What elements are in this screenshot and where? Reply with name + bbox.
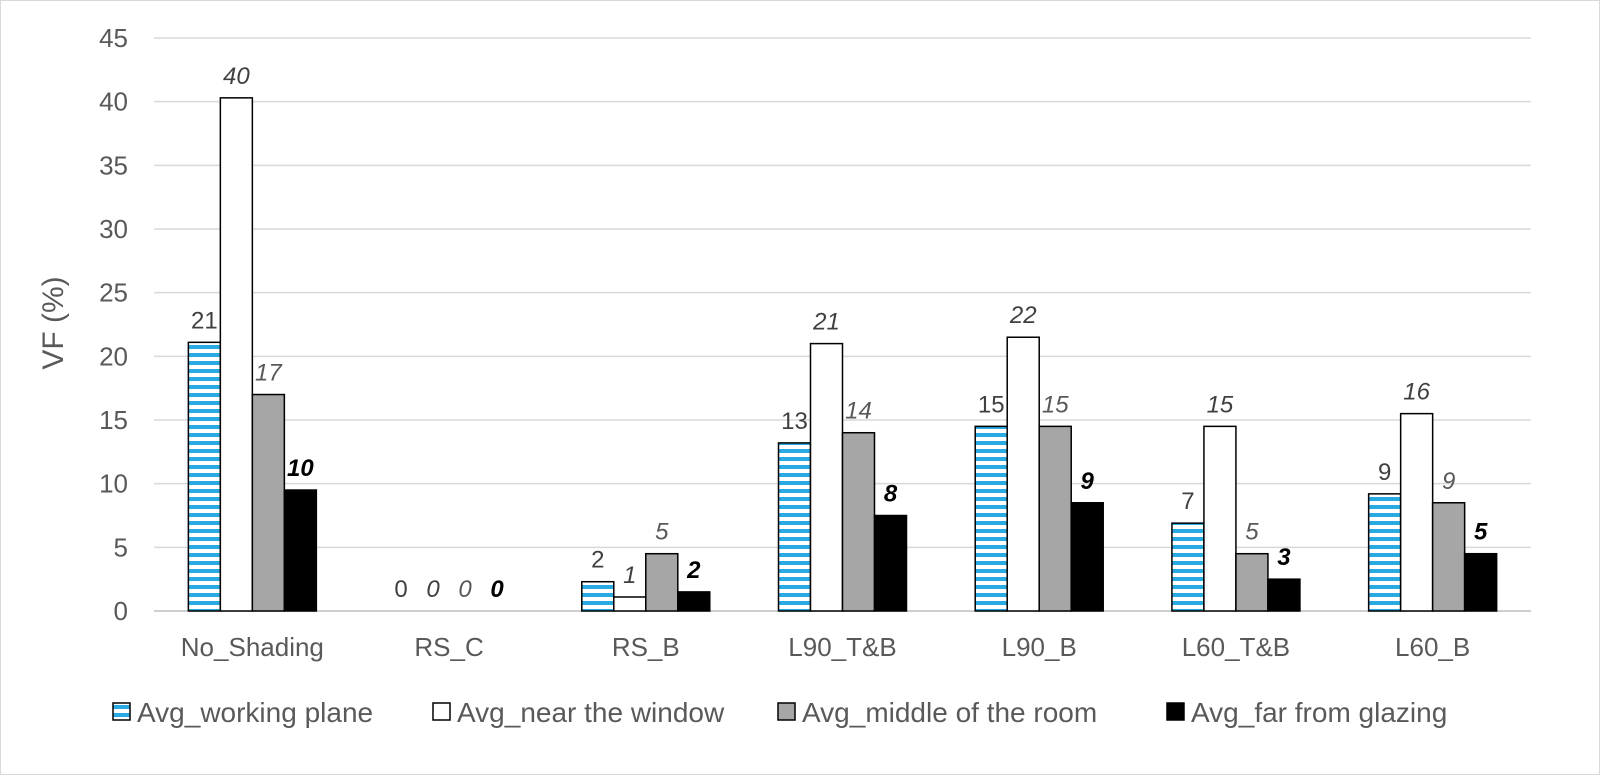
- legend-swatch: [777, 702, 796, 721]
- data-label: 21: [812, 309, 840, 336]
- bar: [873, 514, 908, 612]
- data-label: 0: [426, 576, 440, 603]
- y-tick-label: 10: [99, 469, 128, 499]
- bar: [1235, 552, 1269, 612]
- data-label: 22: [1009, 302, 1037, 329]
- bar: [1431, 502, 1466, 612]
- bar: [1006, 336, 1040, 612]
- bar: [251, 393, 286, 612]
- bar: [219, 97, 254, 612]
- data-label: 15: [978, 391, 1005, 418]
- legend-swatch: [112, 702, 131, 721]
- y-tick-label: 0: [114, 596, 128, 626]
- data-label: 0: [458, 576, 472, 603]
- data-label: 1: [623, 562, 636, 589]
- x-tick-label: No_Shading: [181, 632, 324, 662]
- bar: [645, 552, 679, 612]
- legend-item: Avg_working plane: [112, 697, 373, 728]
- bar: [283, 489, 318, 612]
- data-label: 9: [1378, 459, 1391, 486]
- legend-label: Avg_near the window: [457, 697, 725, 728]
- x-tick-label: L90_B: [1002, 632, 1077, 662]
- data-label: 2: [591, 547, 604, 574]
- legend-label: Avg_far from glazing: [1191, 697, 1447, 728]
- data-label: 5: [655, 519, 669, 546]
- data-label: 15: [1042, 391, 1069, 418]
- data-label: 8: [884, 481, 898, 508]
- y-tick-label: 35: [99, 150, 128, 180]
- data-label: 5: [1245, 519, 1259, 546]
- y-tick-label: 45: [99, 23, 128, 53]
- data-label: 21: [191, 307, 218, 334]
- legend-swatch: [432, 702, 451, 721]
- data-label: 3: [1277, 544, 1291, 571]
- y-tick-label: 25: [99, 278, 128, 308]
- y-axis-ticks: 0 5 10 15 20 25 30 35 40 45: [99, 23, 128, 626]
- bar: [1463, 552, 1498, 612]
- bar: [1367, 493, 1402, 612]
- bar: [1038, 425, 1072, 612]
- x-tick-label: L60_B: [1395, 632, 1470, 662]
- bar: [809, 342, 844, 612]
- legend-label: Avg_working plane: [137, 697, 373, 728]
- data-label: 40: [223, 63, 250, 90]
- data-label: 9: [1081, 468, 1095, 495]
- bar: [1203, 425, 1237, 612]
- legend: Avg_working plane Avg_near the window Avg_…: [112, 697, 1447, 728]
- legend-item: Avg_middle of the room: [777, 697, 1097, 728]
- bar: [613, 596, 647, 612]
- bar: [841, 431, 876, 612]
- x-tick-label: RS_B: [612, 632, 680, 662]
- data-label: 16: [1403, 379, 1430, 406]
- bar: [1267, 578, 1301, 612]
- y-tick-label: 20: [99, 341, 128, 371]
- bar: [1171, 522, 1205, 612]
- bar: [581, 580, 615, 612]
- bars: [187, 97, 1498, 612]
- y-tick-label: 15: [99, 405, 128, 435]
- data-label: 10: [287, 455, 314, 482]
- legend-label: Avg_middle of the room: [802, 697, 1097, 728]
- data-label: 5: [1474, 519, 1488, 546]
- data-label: 0: [490, 576, 504, 603]
- bar: [777, 442, 812, 612]
- x-tick-label: RS_C: [414, 632, 483, 662]
- y-tick-label: 5: [114, 532, 128, 562]
- data-label: 2: [686, 557, 701, 584]
- bar: [677, 591, 711, 612]
- data-label: 7: [1181, 488, 1194, 515]
- legend-item: Avg_near the window: [432, 697, 725, 728]
- y-tick-label: 40: [99, 87, 128, 117]
- bar: [1399, 412, 1434, 612]
- y-axis-label: VF (%): [37, 276, 70, 369]
- legend-swatch: [1166, 702, 1185, 721]
- x-axis-categories: No_Shading RS_C RS_B L90_T&B L90_B L60_T&B L60…: [181, 632, 1470, 662]
- data-label: 13: [781, 408, 808, 435]
- legend-item: Avg_far from glazing: [1166, 697, 1447, 728]
- data-label: 9: [1442, 468, 1455, 495]
- x-tick-label: L60_T&B: [1182, 632, 1290, 662]
- data-label: 14: [845, 398, 872, 425]
- y-tick-label: 30: [99, 214, 128, 244]
- data-label: 0: [394, 576, 407, 603]
- bar: [1070, 502, 1104, 612]
- data-label: 17: [255, 360, 283, 387]
- bar: [187, 341, 222, 612]
- x-tick-label: L90_T&B: [788, 632, 896, 662]
- bar: [974, 425, 1008, 612]
- data-label: 15: [1207, 391, 1234, 418]
